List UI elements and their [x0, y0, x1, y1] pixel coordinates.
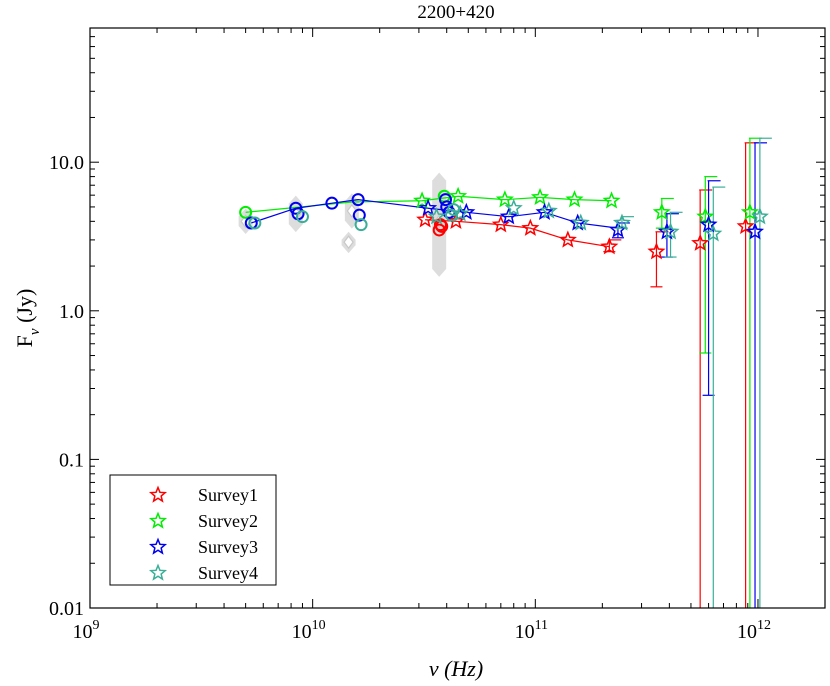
- star-point: [521, 218, 540, 236]
- star-point: [495, 190, 514, 208]
- legend-marker-survey4: [148, 563, 168, 581]
- circle-point: [354, 218, 368, 232]
- star-point: [740, 202, 759, 221]
- legend-label-survey1: Survey1: [198, 485, 258, 505]
- star-point: [413, 191, 432, 209]
- star-point: [530, 187, 550, 206]
- y-axis-label: Fν (Jy): [12, 289, 43, 348]
- chart-title: 2200+420: [417, 2, 494, 23]
- legend: Survey1 Survey2 Survey3 Survey4: [109, 474, 277, 586]
- x-axis-label: ν (Hz): [429, 656, 483, 681]
- star-point: [691, 233, 710, 251]
- legend-label-survey2: Survey2: [198, 511, 258, 531]
- legend-box: [109, 474, 277, 586]
- circle-point: [438, 193, 452, 207]
- circle-point: [244, 216, 258, 230]
- data-points-layer: [239, 186, 769, 260]
- star-point: [736, 216, 755, 235]
- star-point: [504, 198, 523, 216]
- star-point: [652, 202, 671, 221]
- star-point: [558, 230, 577, 248]
- circle-point: [248, 216, 262, 230]
- star-point: [499, 207, 518, 225]
- legend-label-survey3: Survey3: [198, 537, 258, 557]
- star-point: [600, 237, 619, 255]
- star-point: [661, 222, 680, 240]
- star-point: [699, 215, 718, 233]
- star-point: [745, 222, 765, 240]
- x-tick-label: 1010: [292, 618, 326, 643]
- grey-diamond-point: [343, 235, 354, 250]
- svg-text:Fν (Jy): Fν (Jy): [12, 289, 43, 348]
- circle-point: [295, 210, 309, 224]
- circle-point: [351, 193, 365, 207]
- legend-marker-survey3: [148, 537, 168, 555]
- star-point: [427, 207, 446, 225]
- star-point: [565, 190, 584, 208]
- axes-layer: 109 1010 1011 1012 0.01 0.1 1.0 10.0: [49, 28, 826, 643]
- x-tick-label: 1012: [737, 618, 771, 643]
- star-point: [647, 242, 666, 260]
- legend-marker-survey1: [148, 485, 168, 503]
- circle-point: [435, 219, 449, 233]
- star-point: [696, 207, 715, 225]
- star-point: [449, 186, 468, 204]
- circle-point: [325, 196, 339, 210]
- y-tick-label: 0.1: [59, 449, 84, 471]
- star-point: [612, 213, 632, 231]
- y-tick-label: 0.01: [49, 598, 84, 620]
- plot-frame: [89, 27, 826, 609]
- star-point: [704, 224, 723, 242]
- star-point: [416, 210, 435, 228]
- circle-point: [352, 208, 366, 222]
- y-tick-label: 10.0: [49, 152, 84, 174]
- y-tick-label: 1.0: [59, 301, 84, 323]
- circle-point: [239, 205, 253, 219]
- legend-marker-survey2: [148, 511, 168, 529]
- x-tick-label: 109: [73, 618, 100, 643]
- star-point: [571, 213, 590, 231]
- star-point: [419, 198, 438, 216]
- star-point: [750, 207, 769, 225]
- star-point: [451, 204, 470, 222]
- star-point: [602, 191, 621, 209]
- star-point: [539, 201, 558, 219]
- legend-label-survey4: Survey4: [198, 563, 258, 583]
- x-tick-label: 1011: [515, 618, 548, 643]
